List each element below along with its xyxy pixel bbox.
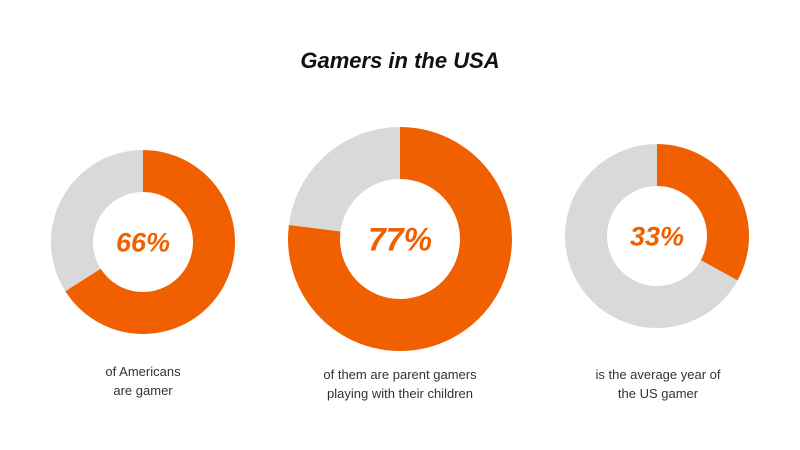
caption-line: are gamer <box>113 383 173 398</box>
caption-line: playing with their children <box>327 386 473 401</box>
donut-slice-remainder <box>288 127 400 232</box>
caption-line: of them are parent gamers <box>323 367 477 382</box>
donut-slice-value <box>657 144 750 281</box>
caption-line: of Americans <box>105 364 181 379</box>
caption-line: the US gamer <box>617 386 699 401</box>
donut-slice-remainder <box>565 144 738 329</box>
caption-3: is the average year of the US gamer <box>528 365 788 403</box>
caption-line: is the average year of <box>595 367 721 382</box>
donut-slice-value <box>288 127 512 351</box>
caption-1: of Americans are gamer <box>13 362 273 400</box>
donut-value-label: 33% <box>630 222 684 252</box>
donut-slice-value <box>65 150 235 334</box>
donut-value-label: 66% <box>116 228 170 258</box>
chart-title: Gamers in the USA <box>300 48 500 73</box>
donut-slice-remainder <box>51 150 144 292</box>
caption-2: of them are parent gamers playing with t… <box>270 365 530 403</box>
donut-value-label: 77% <box>368 222 432 258</box>
